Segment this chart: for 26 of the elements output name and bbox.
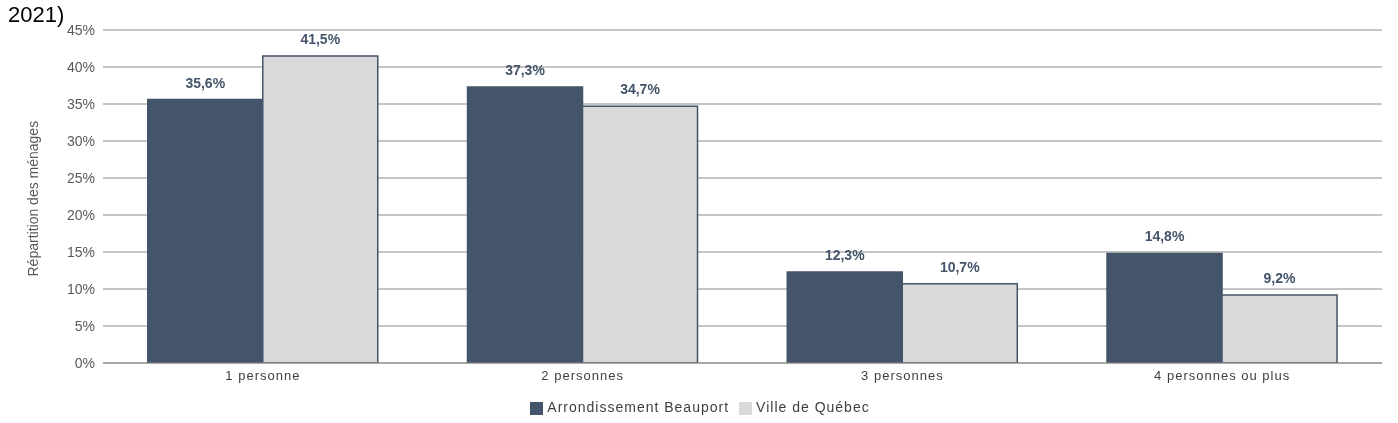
x-tick-label: 2 personnes xyxy=(541,368,624,384)
y-tick-label: 10% xyxy=(66,280,95,297)
y-tick-label: 0% xyxy=(74,354,95,371)
data-label: 12,3% xyxy=(824,246,866,263)
y-tick-label: 15% xyxy=(66,243,95,260)
y-axis-title: Répartition des ménages xyxy=(24,120,41,277)
y-tick-label: 35% xyxy=(66,95,95,112)
y-tick-label: 25% xyxy=(66,169,95,186)
data-label: 35,6% xyxy=(185,74,226,91)
data-label: 14,8% xyxy=(1144,228,1185,245)
data-label: 37,3% xyxy=(505,61,546,78)
y-tick-label: 45% xyxy=(66,21,95,38)
legend-label: Arrondissement Beauport xyxy=(547,399,730,415)
legend-label: Ville de Québec xyxy=(756,399,870,415)
x-tick-label: 3 personnes xyxy=(861,368,944,384)
data-label: 9,2% xyxy=(1263,269,1297,286)
y-tick-label: 20% xyxy=(66,206,95,223)
chart-title: 2021) xyxy=(8,2,65,28)
y-tick-label: 40% xyxy=(66,58,95,75)
data-label: 10,7% xyxy=(939,258,981,275)
x-tick-label: 4 personnes ou plus xyxy=(1154,368,1291,384)
data-label: 34,7% xyxy=(620,81,661,98)
x-tick-label: 1 personne xyxy=(225,368,301,384)
data-label: 41,5% xyxy=(300,30,341,47)
y-tick-label: 5% xyxy=(74,317,95,334)
y-tick-label: 30% xyxy=(66,132,95,149)
